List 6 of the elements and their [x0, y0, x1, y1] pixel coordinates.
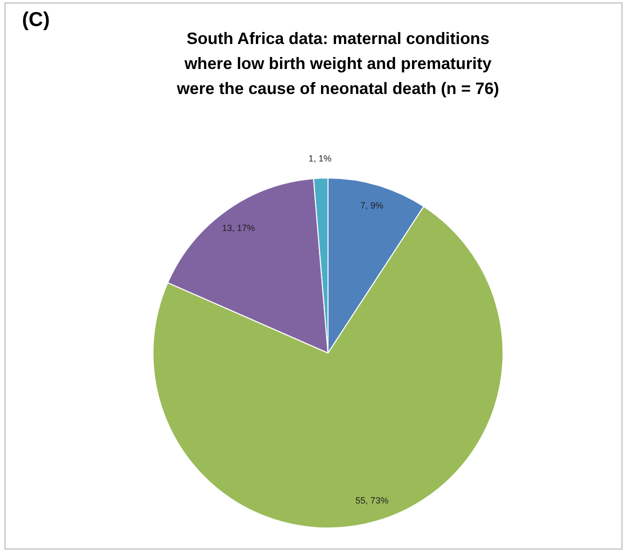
- data-label: 1, 1%: [308, 153, 332, 164]
- data-label: 7, 9%: [360, 200, 384, 211]
- data-label: 13, 17%: [222, 222, 256, 233]
- chart-title: South Africa data: maternal conditions where low birth weight and prematurity were the cause of neonatal death (n = 76): [176, 30, 500, 98]
- data-label: 55, 73%: [355, 496, 388, 506]
- text: (C): [22, 9, 50, 31]
